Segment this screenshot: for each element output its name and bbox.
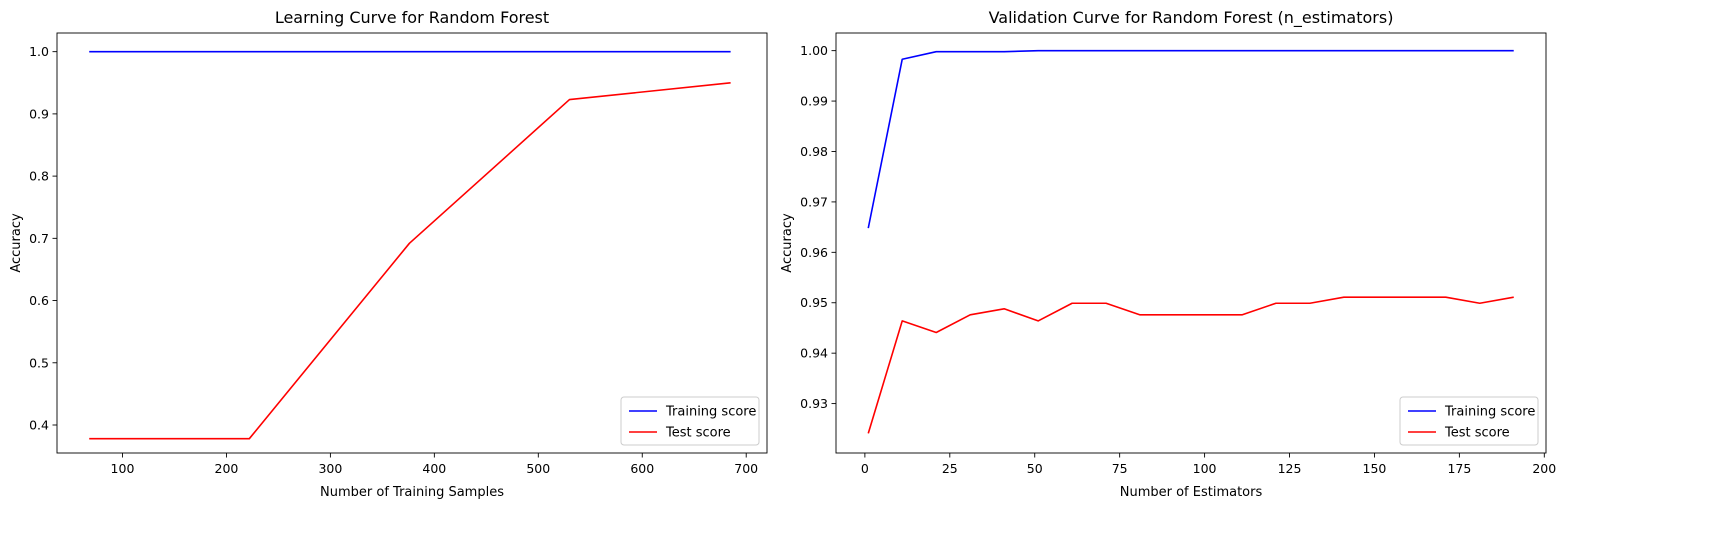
y-tick-label: 0.95 [800,295,828,310]
legend-box [620,396,760,446]
chart-title: Learning Curve for Random Forest [275,8,549,27]
legend: Training score Test score [1399,396,1539,446]
x-tick-label: 0 [861,461,869,476]
x-tick-label: 500 [526,461,550,476]
x-tick-label: 100 [1193,461,1217,476]
plot-area [56,32,768,454]
series-line-test-score [89,81,731,440]
y-tick-label: 1.0 [29,44,49,59]
x-tick-label: 200 [1532,461,1556,476]
legend: Training score Test score [620,396,760,446]
y-axis-label: Accuracy [780,213,795,273]
chart-1: 100 200 300 400 500 600 700 0.4 0.5 0.6 0.7 0.8 0.9 1… [9,8,768,500]
y-tick-label: 0.99 [800,94,828,109]
x-tick-label: 400 [422,461,446,476]
legend-label: Test score [1444,426,1510,441]
chart-title: Validation Curve for Random Forest (n_es… [989,8,1394,28]
x-tick-label: 300 [318,461,342,476]
x-axis-label: Number of Training Samples [320,485,504,500]
y-tick-label: 0.5 [29,355,49,370]
y-tick-label: 0.93 [800,396,828,411]
legend-label: Training score [665,405,756,420]
y-tick-label: 0.97 [800,194,828,209]
y-tick-label: 0.6 [29,293,49,308]
x-tick-label: 100 [111,461,135,476]
x-tick-label: 50 [1027,461,1043,476]
x-tick-label: 25 [942,461,958,476]
legend-label: Training score [1444,405,1535,420]
y-tick-label: 0.8 [29,169,49,184]
x-tick-label: 175 [1447,461,1471,476]
y-tick-label: 0.7 [29,231,49,246]
x-tick-label: 125 [1278,461,1302,476]
y-axis-label: Accuracy [9,213,24,273]
y-tick-label: 0.94 [800,346,828,361]
x-tick-label: 200 [215,461,239,476]
legend-label: Test score [665,426,731,441]
y-tick-label: 0.9 [29,106,49,121]
series-line-test-score [867,296,1514,434]
y-tick-label: 0.4 [29,418,49,433]
x-tick-label: 150 [1363,461,1387,476]
y-tick-label: 0.96 [800,245,828,260]
y-tick-label: 0.98 [800,144,828,159]
y-tick-label: 1.00 [800,43,828,58]
x-axis-label: Number of Estimators [1120,485,1263,500]
series-line-training-score [867,49,1514,229]
x-tick-label: 600 [630,461,654,476]
chart-2: 0 25 50 75 100 125 150 175 200 0.93 0.94 0.95 0.96 0.… [780,8,1556,500]
x-tick-label: 700 [734,461,758,476]
legend-box [1399,396,1539,446]
plot-area [835,32,1547,454]
x-tick-label: 75 [1112,461,1128,476]
